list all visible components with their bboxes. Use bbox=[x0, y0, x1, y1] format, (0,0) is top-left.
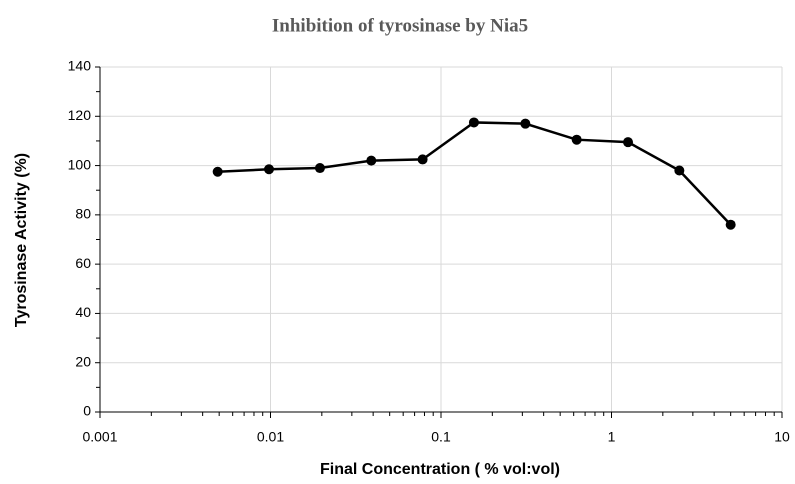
y-tick-label: 60 bbox=[75, 255, 91, 271]
data-point bbox=[366, 155, 377, 166]
x-tick-label: 0.01 bbox=[257, 429, 284, 445]
y-tick-label: 140 bbox=[68, 58, 92, 74]
chart-title: Inhibition of tyrosinase by Nia5 bbox=[272, 15, 528, 36]
y-tick-label: 40 bbox=[75, 304, 91, 320]
y-tick-label: 20 bbox=[75, 353, 91, 369]
y-axis-label: Tyrosinase Activity (%) bbox=[13, 153, 30, 327]
data-point bbox=[725, 219, 736, 230]
y-tick-label: 80 bbox=[75, 206, 91, 222]
data-point bbox=[623, 137, 634, 148]
data-point bbox=[674, 165, 685, 176]
x-tick-label: 0.1 bbox=[431, 429, 451, 445]
data-point bbox=[520, 118, 531, 129]
x-tick-label: 0.001 bbox=[82, 429, 117, 445]
y-tick-label: 0 bbox=[83, 403, 91, 419]
data-point bbox=[571, 134, 582, 145]
data-point bbox=[417, 154, 428, 165]
x-tick-label: 10 bbox=[774, 429, 790, 445]
data-point bbox=[314, 163, 325, 174]
y-tick-label: 100 bbox=[68, 156, 92, 172]
data-point bbox=[468, 117, 479, 128]
x-tick-label: 1 bbox=[608, 429, 616, 445]
data-line bbox=[217, 121, 732, 226]
x-axis-label: Final Concentration ( % vol:vol) bbox=[320, 461, 560, 478]
data-point bbox=[264, 164, 275, 175]
y-tick-label: 120 bbox=[68, 107, 92, 123]
data-point bbox=[212, 166, 223, 177]
